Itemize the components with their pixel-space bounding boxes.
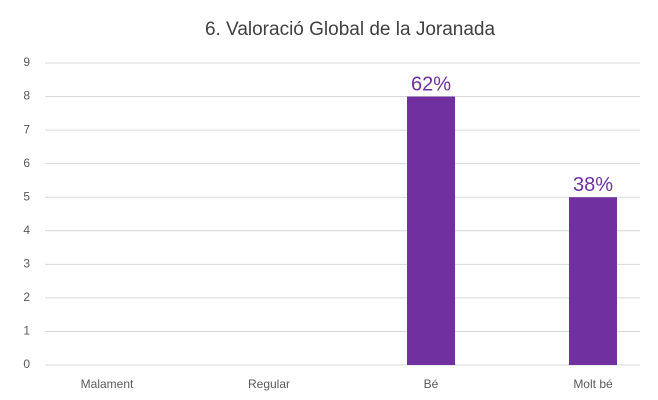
x-tick-label: Regular	[248, 377, 290, 391]
x-tick-label: Bé	[424, 377, 439, 391]
y-tick-label: 7	[23, 122, 30, 136]
y-tick-label: 4	[23, 223, 30, 237]
y-tick-label: 2	[23, 290, 30, 304]
bar	[569, 197, 617, 365]
data-label: 38%	[573, 174, 613, 196]
y-tick-label: 0	[23, 357, 30, 371]
x-tick-label: Molt bé	[573, 377, 613, 391]
y-tick-label: 6	[23, 156, 30, 170]
bar	[407, 96, 455, 366]
y-tick-label: 3	[23, 257, 30, 271]
y-tick-label: 5	[23, 189, 30, 203]
y-tick-label: 1	[23, 324, 30, 338]
data-label: 62%	[411, 74, 451, 96]
y-tick-label: 9	[23, 55, 30, 69]
x-tick-label: Malament	[81, 377, 134, 391]
chart-title: 6. Valoració Global de la Joranada	[205, 19, 496, 40]
y-tick-label: 8	[23, 89, 30, 103]
